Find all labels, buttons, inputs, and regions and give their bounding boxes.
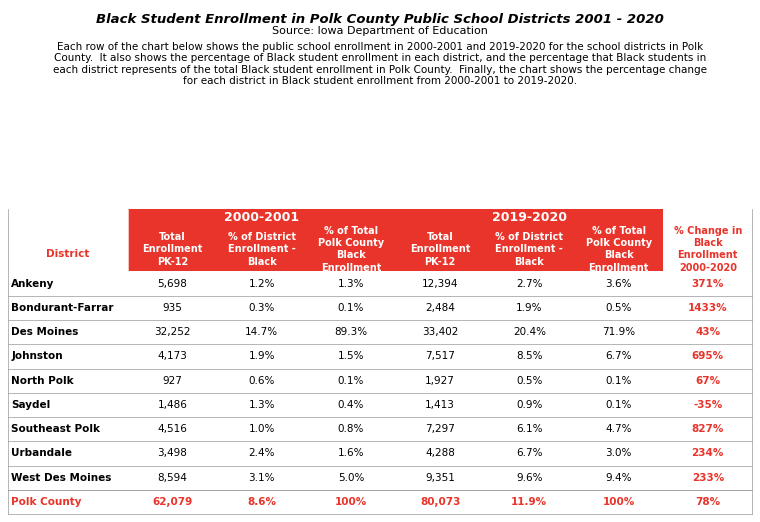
Text: 33,402: 33,402 <box>422 327 458 337</box>
Text: 2019-2020: 2019-2020 <box>492 211 567 224</box>
Text: Southeast Polk: Southeast Polk <box>11 424 100 434</box>
Text: 827%: 827% <box>692 424 724 434</box>
Text: Johnston: Johnston <box>11 351 63 361</box>
Text: % of District
Enrollment -
Black: % of District Enrollment - Black <box>228 232 296 267</box>
Text: 0.6%: 0.6% <box>249 376 275 386</box>
Text: 8.5%: 8.5% <box>516 351 543 361</box>
Text: -35%: -35% <box>693 400 723 410</box>
Text: 0.1%: 0.1% <box>337 303 364 313</box>
Text: 62,079: 62,079 <box>152 497 192 507</box>
Text: 2.4%: 2.4% <box>249 448 275 458</box>
Text: 935: 935 <box>163 303 182 313</box>
Text: 67%: 67% <box>695 376 720 386</box>
Text: 1.2%: 1.2% <box>249 279 275 289</box>
Text: Total
Enrollment
PK-12: Total Enrollment PK-12 <box>142 232 203 267</box>
Text: 0.3%: 0.3% <box>249 303 275 313</box>
Text: 3.0%: 3.0% <box>606 448 632 458</box>
Text: 4.7%: 4.7% <box>605 424 632 434</box>
Text: West Des Moines: West Des Moines <box>11 473 112 483</box>
Text: % of Total
Polk County
Black
Enrollment: % of Total Polk County Black Enrollment <box>585 226 651 273</box>
Text: for each district in Black student enrollment from 2000-2001 to 2019-2020.: for each district in Black student enrol… <box>183 76 577 86</box>
Text: County.  It also shows the percentage of Black student enrollment in each distri: County. It also shows the percentage of … <box>54 53 706 63</box>
Text: 371%: 371% <box>692 279 724 289</box>
Text: % of Total
Polk County
Black
Enrollment: % of Total Polk County Black Enrollment <box>318 226 384 273</box>
Text: Black Student Enrollment in Polk County Public School Districts 2001 - 2020: Black Student Enrollment in Polk County … <box>96 13 664 26</box>
Text: 0.1%: 0.1% <box>337 376 364 386</box>
Text: 1.6%: 1.6% <box>337 448 364 458</box>
Text: 14.7%: 14.7% <box>245 327 278 337</box>
Text: 4,516: 4,516 <box>157 424 188 434</box>
Text: 3.6%: 3.6% <box>605 279 632 289</box>
Text: 3,498: 3,498 <box>157 448 188 458</box>
Text: 32,252: 32,252 <box>154 327 191 337</box>
Text: 0.1%: 0.1% <box>606 376 632 386</box>
Text: 1,486: 1,486 <box>157 400 188 410</box>
Text: Des Moines: Des Moines <box>11 327 79 337</box>
Text: 4,173: 4,173 <box>157 351 188 361</box>
Text: Source: Iowa Department of Education: Source: Iowa Department of Education <box>272 26 488 36</box>
Text: 20.4%: 20.4% <box>513 327 546 337</box>
Text: 8.6%: 8.6% <box>247 497 276 507</box>
Text: 7,297: 7,297 <box>425 424 455 434</box>
Text: 0.4%: 0.4% <box>337 400 364 410</box>
Text: 1.9%: 1.9% <box>516 303 543 313</box>
Text: 927: 927 <box>163 376 182 386</box>
Text: 0.5%: 0.5% <box>606 303 632 313</box>
Text: 233%: 233% <box>692 473 724 483</box>
Text: 9,351: 9,351 <box>425 473 455 483</box>
Text: 0.9%: 0.9% <box>516 400 543 410</box>
Text: 8,594: 8,594 <box>157 473 188 483</box>
Text: 1,927: 1,927 <box>425 376 455 386</box>
Text: 2,484: 2,484 <box>425 303 455 313</box>
Text: Saydel: Saydel <box>11 400 51 410</box>
Text: 1.9%: 1.9% <box>249 351 275 361</box>
Text: 1,413: 1,413 <box>425 400 455 410</box>
Text: 5.0%: 5.0% <box>337 473 364 483</box>
Text: 5,698: 5,698 <box>157 279 188 289</box>
Text: 100%: 100% <box>335 497 367 507</box>
Text: 4,288: 4,288 <box>425 448 455 458</box>
Text: Each row of the chart below shows the public school enrollment in 2000-2001 and : Each row of the chart below shows the pu… <box>57 42 703 52</box>
Text: North Polk: North Polk <box>11 376 74 386</box>
Text: 0.8%: 0.8% <box>337 424 364 434</box>
Text: 695%: 695% <box>692 351 724 361</box>
Text: 0.5%: 0.5% <box>516 376 543 386</box>
Text: 9.6%: 9.6% <box>516 473 543 483</box>
Text: Polk County: Polk County <box>11 497 82 507</box>
Text: 89.3%: 89.3% <box>334 327 368 337</box>
Text: 100%: 100% <box>603 497 635 507</box>
Text: 2.7%: 2.7% <box>516 279 543 289</box>
Text: 6.7%: 6.7% <box>516 448 543 458</box>
Text: District: District <box>46 250 90 259</box>
Text: 12,394: 12,394 <box>422 279 458 289</box>
Text: 2000-2001: 2000-2001 <box>224 211 299 224</box>
Text: 11.9%: 11.9% <box>511 497 547 507</box>
Text: 43%: 43% <box>695 327 720 337</box>
Text: 9.4%: 9.4% <box>605 473 632 483</box>
Text: % Change in
Black
Enrollment
2000-2020: % Change in Black Enrollment 2000-2020 <box>673 226 742 273</box>
Text: each district represents of the total Black student enrollment in Polk County.  : each district represents of the total Bl… <box>53 65 707 75</box>
Text: 1.0%: 1.0% <box>249 424 275 434</box>
Text: 1.3%: 1.3% <box>337 279 364 289</box>
Text: 1433%: 1433% <box>688 303 727 313</box>
Text: % of District
Enrollment -
Black: % of District Enrollment - Black <box>496 232 563 267</box>
Text: 7,517: 7,517 <box>425 351 455 361</box>
Text: 3.1%: 3.1% <box>249 473 275 483</box>
Text: Bondurant-Farrar: Bondurant-Farrar <box>11 303 114 313</box>
Text: 0.1%: 0.1% <box>606 400 632 410</box>
Text: Urbandale: Urbandale <box>11 448 72 458</box>
Text: 1.3%: 1.3% <box>249 400 275 410</box>
Text: 234%: 234% <box>692 448 724 458</box>
Text: 71.9%: 71.9% <box>602 327 635 337</box>
Text: 6.7%: 6.7% <box>605 351 632 361</box>
Text: Ankeny: Ankeny <box>11 279 55 289</box>
Text: 1.5%: 1.5% <box>337 351 364 361</box>
Text: 78%: 78% <box>695 497 720 507</box>
Text: Total
Enrollment
PK-12: Total Enrollment PK-12 <box>410 232 470 267</box>
Text: 80,073: 80,073 <box>420 497 461 507</box>
Text: 6.1%: 6.1% <box>516 424 543 434</box>
